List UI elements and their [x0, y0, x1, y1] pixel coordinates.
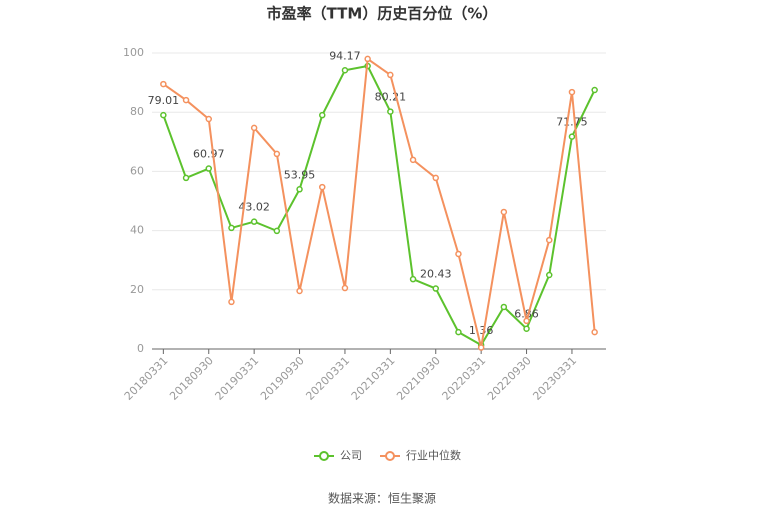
legend-marker [385, 451, 395, 461]
point [273, 150, 281, 158]
x-tick-label: 20180930 [167, 354, 216, 403]
y-tick-label: 80 [130, 105, 144, 118]
point [228, 224, 235, 232]
point [455, 250, 462, 258]
point [500, 303, 508, 311]
x-tick-label: 20210930 [394, 354, 443, 403]
point [341, 67, 349, 74]
data-label: 6.86 [514, 308, 539, 321]
data-label: 20.43 [420, 268, 452, 281]
x-tick-label: 20190331 [213, 354, 262, 403]
point [296, 287, 303, 295]
point [409, 156, 417, 164]
point [568, 133, 576, 140]
x-tick-label: 20200331 [303, 354, 352, 403]
point [319, 111, 326, 119]
point [182, 174, 190, 182]
point [319, 183, 326, 191]
point [591, 86, 598, 94]
y-tick-label: 60 [130, 164, 144, 177]
y-tick-label: 40 [130, 224, 144, 237]
data-label: 80.21 [375, 91, 407, 104]
point [250, 124, 258, 132]
data-label: 1.36 [469, 324, 494, 337]
point [273, 227, 281, 235]
point [568, 88, 576, 96]
point [205, 115, 212, 123]
point [182, 96, 190, 104]
point [409, 275, 417, 283]
y-tick-label: 100 [123, 46, 144, 59]
point [546, 271, 553, 279]
point [500, 208, 508, 216]
point [296, 186, 303, 193]
point [477, 344, 485, 351]
source: 数据来源：恒生聚源 [328, 491, 436, 506]
point [160, 111, 167, 119]
legend-label: 公司 [340, 449, 362, 462]
point [205, 165, 212, 172]
x-tick-label: 20210331 [349, 354, 398, 403]
point [228, 298, 235, 306]
point [364, 55, 371, 63]
x-tick-label: 20220331 [440, 354, 489, 403]
point [160, 80, 167, 88]
x-tick-label: 20180331 [122, 354, 171, 403]
point [250, 218, 258, 225]
legend-marker [319, 451, 329, 461]
x-tick-label: 20190930 [258, 354, 307, 403]
y-tick-label: 20 [130, 283, 144, 296]
y-tick-label: 0 [137, 342, 144, 355]
point [341, 284, 349, 292]
data-label: 94.17 [329, 49, 361, 62]
data-label: 43.02 [238, 201, 270, 214]
series-line [162, 64, 596, 347]
point [432, 174, 439, 182]
series-line [162, 57, 596, 348]
data-label: 79.01 [148, 94, 180, 107]
data-label: 53.95 [284, 168, 316, 181]
point [523, 325, 530, 332]
point [455, 328, 462, 336]
point [546, 236, 553, 244]
point [591, 328, 598, 336]
chart-title: 市盈率（TTM）历史百分位（%） [267, 5, 498, 23]
x-tick-label: 20230331 [530, 354, 579, 403]
x-tick-label: 20220930 [485, 354, 534, 403]
point [387, 71, 394, 79]
data-label: 71.75 [556, 116, 588, 129]
legend-label: 行业中位数 [406, 448, 461, 462]
data-label: 60.97 [193, 148, 225, 161]
point [523, 317, 530, 325]
point [387, 108, 394, 115]
point [432, 285, 439, 292]
